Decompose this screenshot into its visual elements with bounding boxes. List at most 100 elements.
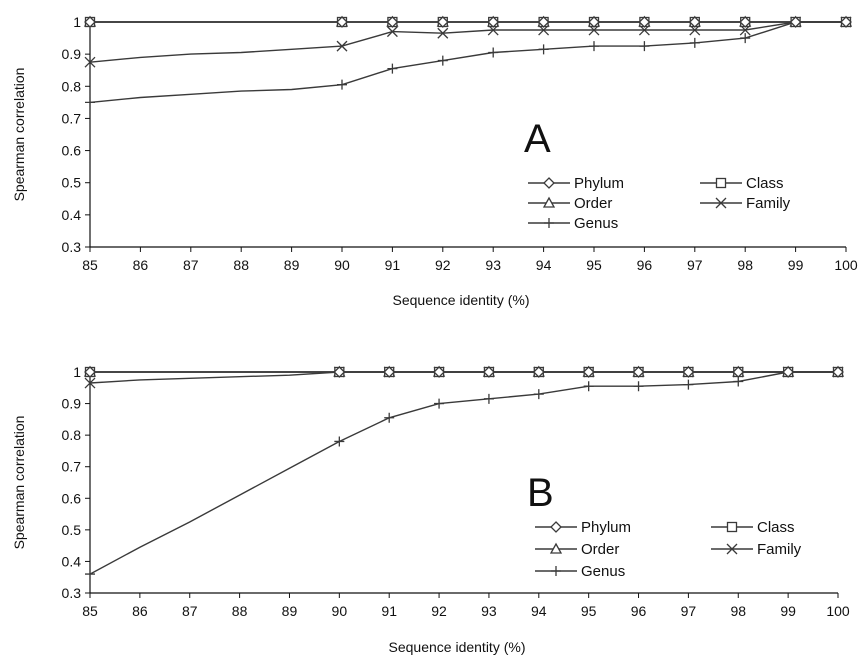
panel-a: 0.3 0.4 0.5 0.6 0.7 0.8 0.9 1 85 86 87 88 89 90 91 92 93… bbox=[11, 14, 858, 308]
y-tick-label: 1 bbox=[73, 364, 81, 380]
legend-item-phylum: Phylum bbox=[528, 175, 624, 192]
x-tick-label: 99 bbox=[780, 603, 796, 619]
y-axis-title: Spearman correlation bbox=[11, 68, 27, 202]
x-tick-label: 92 bbox=[431, 603, 447, 619]
family-point bbox=[84, 56, 96, 68]
family-point bbox=[336, 40, 348, 52]
legend-item-genus: Genus bbox=[535, 563, 625, 580]
phylum-point bbox=[487, 16, 500, 28]
legend-label: Family bbox=[757, 541, 802, 558]
phylum-point bbox=[739, 16, 752, 28]
phylum-point bbox=[532, 366, 545, 378]
phylum-point bbox=[688, 16, 701, 28]
x-tick-label: 89 bbox=[282, 603, 298, 619]
y-tick-label: 1 bbox=[73, 14, 81, 30]
x-tick-label: 89 bbox=[284, 257, 300, 273]
legend-label: Class bbox=[757, 519, 795, 536]
legend-triangle-icon bbox=[542, 196, 556, 208]
legend-item-family: Family bbox=[711, 541, 802, 558]
legend: Phylum Class Order Family Genus bbox=[528, 175, 791, 232]
y-tick-label: 0.6 bbox=[62, 490, 82, 506]
phylum-point bbox=[336, 16, 348, 28]
legend-label: Phylum bbox=[581, 519, 631, 536]
genus-point bbox=[589, 41, 599, 52]
x-tick-label: 95 bbox=[581, 603, 597, 619]
legend-label: Genus bbox=[574, 215, 618, 232]
genus-point bbox=[85, 97, 95, 108]
y-tick-label: 0.9 bbox=[62, 46, 82, 62]
genus-point bbox=[583, 381, 594, 392]
x-tick-label: 93 bbox=[485, 257, 501, 273]
legend-item-order: Order bbox=[535, 541, 619, 558]
x-tick-label: 99 bbox=[788, 257, 804, 273]
phylum-point bbox=[333, 366, 346, 378]
legend-label: Family bbox=[746, 195, 791, 212]
x-tick-label: 87 bbox=[183, 257, 199, 273]
x-tick-label: 90 bbox=[332, 603, 348, 619]
genus-point bbox=[689, 37, 700, 48]
y-tick-label: 0.4 bbox=[62, 207, 82, 223]
legend-diamond-icon bbox=[543, 177, 555, 189]
x-tick-label: 100 bbox=[826, 603, 850, 619]
x-tick-label: 100 bbox=[834, 257, 858, 273]
y-tick-label: 0.9 bbox=[62, 396, 82, 412]
family-line bbox=[89, 21, 846, 63]
y-tick-label: 0.7 bbox=[62, 459, 82, 475]
x-tick-label: 95 bbox=[586, 257, 602, 273]
y-tick-label: 0.5 bbox=[62, 175, 82, 191]
y-axis-title: Spearman correlation bbox=[11, 416, 27, 550]
genus-point bbox=[488, 47, 499, 58]
genus-line bbox=[89, 21, 846, 104]
family-point bbox=[84, 377, 96, 389]
y-tick-label: 0.8 bbox=[62, 78, 82, 94]
genus-point bbox=[437, 55, 448, 66]
genus-point bbox=[384, 412, 395, 423]
genus-point bbox=[740, 33, 751, 44]
legend-item-phylum: Phylum bbox=[535, 519, 631, 536]
panel-label: B bbox=[527, 471, 554, 515]
legend: Phylum Class Order Family Genus bbox=[535, 519, 802, 580]
legend-plus-icon bbox=[551, 566, 561, 576]
phylum-point bbox=[84, 16, 96, 28]
series-family bbox=[84, 366, 844, 389]
x-tick-label: 91 bbox=[381, 603, 397, 619]
x-tick-label: 97 bbox=[687, 257, 703, 273]
x-tick-label: 97 bbox=[681, 603, 697, 619]
x-tick-label: 85 bbox=[82, 257, 98, 273]
legend-square-icon bbox=[726, 521, 738, 533]
phylum-point bbox=[638, 16, 651, 28]
x-tick-label: 94 bbox=[536, 257, 552, 273]
x-tick-label: 91 bbox=[385, 257, 401, 273]
genus-point bbox=[85, 569, 95, 580]
y-tick-label: 0.8 bbox=[62, 427, 82, 443]
series-genus bbox=[85, 367, 843, 580]
x-tick-label: 93 bbox=[481, 603, 497, 619]
y-tick-label: 0.3 bbox=[62, 239, 82, 255]
x-tick-label: 94 bbox=[531, 603, 547, 619]
phylum-point bbox=[832, 366, 844, 378]
x-tick-label: 87 bbox=[182, 603, 198, 619]
x-tick-label: 98 bbox=[737, 257, 753, 273]
series-phylum bbox=[84, 366, 844, 378]
y-tick-label: 0.7 bbox=[62, 110, 82, 126]
phylum-point bbox=[582, 366, 595, 378]
x-axis-title: Sequence identity (%) bbox=[389, 639, 526, 655]
genus-point bbox=[337, 79, 347, 90]
phylum-point bbox=[789, 16, 802, 28]
genus-point bbox=[633, 381, 644, 392]
y-tick-label: 0.3 bbox=[62, 585, 82, 601]
genus-point bbox=[533, 389, 544, 400]
phylum-point bbox=[632, 366, 645, 378]
genus-point bbox=[334, 436, 345, 447]
legend-label: Order bbox=[574, 195, 612, 212]
legend-item-family: Family bbox=[700, 195, 791, 212]
legend-diamond-icon bbox=[550, 521, 562, 533]
x-tick-label: 86 bbox=[133, 257, 149, 273]
phylum-point bbox=[782, 366, 795, 378]
genus-point bbox=[434, 398, 445, 409]
x-tick-label: 96 bbox=[637, 257, 653, 273]
genus-point bbox=[483, 393, 494, 404]
legend-plus-icon bbox=[544, 218, 554, 228]
genus-line bbox=[89, 371, 838, 575]
